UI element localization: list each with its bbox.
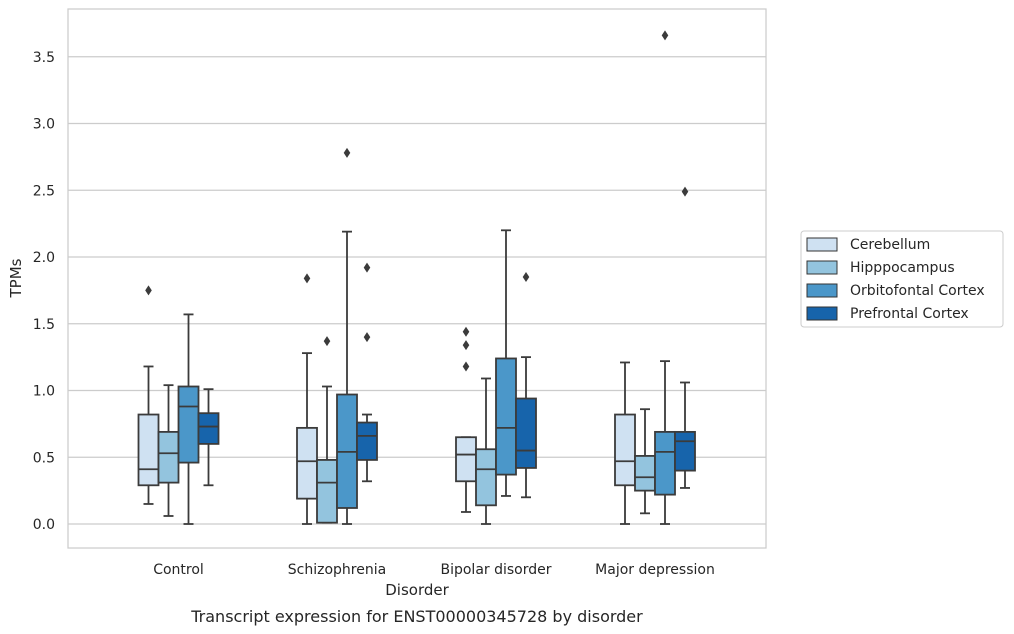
- box-iqr: [614, 413, 636, 487]
- outlier-point: [681, 186, 689, 197]
- outlier-point: [303, 273, 311, 284]
- box-cerebellum: [614, 361, 636, 525]
- x-axis-ticks: Control Schizophrenia Bipolar disorder Majo…: [153, 562, 715, 578]
- legend-label: Hipppocampus: [850, 260, 955, 276]
- outlier-point: [145, 285, 152, 296]
- box-prefrontal-cortex: [515, 272, 537, 499]
- outlier-point: [462, 340, 470, 351]
- y-tick-label: 3.0: [33, 117, 55, 133]
- outlier-point: [343, 147, 351, 158]
- y-axis-label: TPMs: [7, 258, 25, 298]
- box-orbitofontal-cortex: [336, 147, 358, 525]
- plot-area-frame: [67, 8, 767, 549]
- legend-frame: [800, 230, 1004, 328]
- outlier-point: [363, 332, 371, 343]
- box-iqr: [674, 430, 696, 472]
- x-tick-label: Schizophrenia: [288, 562, 386, 578]
- box-hipppocampus: [475, 377, 497, 525]
- box-orbitofontal-cortex: [177, 313, 200, 525]
- outlier-point: [323, 336, 331, 347]
- box-cerebellum: [296, 273, 318, 525]
- y-tick-label: 1.5: [33, 317, 55, 333]
- box-iqr: [515, 397, 537, 469]
- x-tick-label: Major depression: [595, 562, 715, 578]
- box-iqr: [634, 455, 656, 492]
- box-iqr: [356, 421, 378, 461]
- y-tick-label: 0.0: [33, 517, 55, 533]
- y-tick-label: 2.5: [33, 183, 55, 199]
- box-hipppocampus: [634, 408, 656, 515]
- box-iqr: [475, 448, 497, 507]
- outlier-point: [522, 272, 530, 283]
- box-orbitofontal-cortex: [495, 229, 517, 497]
- y-axis-ticks: 0.0 0.5 1.0 1.5 2.0 2.5 3.0 3.5: [33, 50, 55, 533]
- box-prefrontal-cortex: [356, 262, 378, 483]
- box-cerebellum: [455, 326, 477, 513]
- box-iqr: [316, 459, 338, 524]
- box-iqr: [654, 430, 676, 496]
- box-hipppocampus: [316, 336, 338, 524]
- box-iqr: [137, 413, 160, 487]
- y-tick-label: 2.0: [33, 250, 55, 266]
- box-cerebellum: [137, 285, 160, 505]
- y-tick-label: 1.0: [33, 384, 55, 400]
- x-axis-label: Disorder: [385, 581, 449, 599]
- outlier-point: [661, 30, 669, 41]
- legend-label: Orbitofontal Cortex: [850, 283, 985, 299]
- x-tick-label: Control: [153, 562, 204, 578]
- legend-swatch: [806, 306, 838, 321]
- legend-swatch: [806, 260, 838, 275]
- legend: Cerebellum Hipppocampus Orbitofontal Corte…: [800, 230, 1004, 328]
- y-tick-label: 0.5: [33, 450, 55, 466]
- chart-caption: Transcript expression for ENST0000034572…: [190, 607, 643, 626]
- legend-label: Prefrontal Cortex: [850, 306, 969, 322]
- box-iqr: [197, 412, 220, 445]
- box-prefrontal-cortex: [674, 186, 696, 489]
- legend-swatch: [806, 237, 838, 252]
- outlier-point: [462, 361, 470, 372]
- box-prefrontal-cortex: [197, 388, 220, 487]
- legend-label: Cerebellum: [850, 237, 930, 253]
- box-iqr: [296, 426, 318, 500]
- legend-swatch: [806, 283, 838, 298]
- box-iqr: [455, 436, 477, 483]
- outlier-point: [462, 326, 470, 337]
- x-tick-label: Bipolar disorder: [440, 562, 551, 578]
- box-iqr: [495, 357, 517, 476]
- y-tick-label: 3.5: [33, 50, 55, 66]
- box-hipppocampus: [157, 384, 180, 517]
- box-iqr: [157, 430, 180, 484]
- outlier-point: [363, 262, 371, 273]
- box-iqr: [177, 385, 200, 464]
- box-series-layer: [137, 30, 696, 525]
- box-orbitofontal-cortex: [654, 30, 676, 525]
